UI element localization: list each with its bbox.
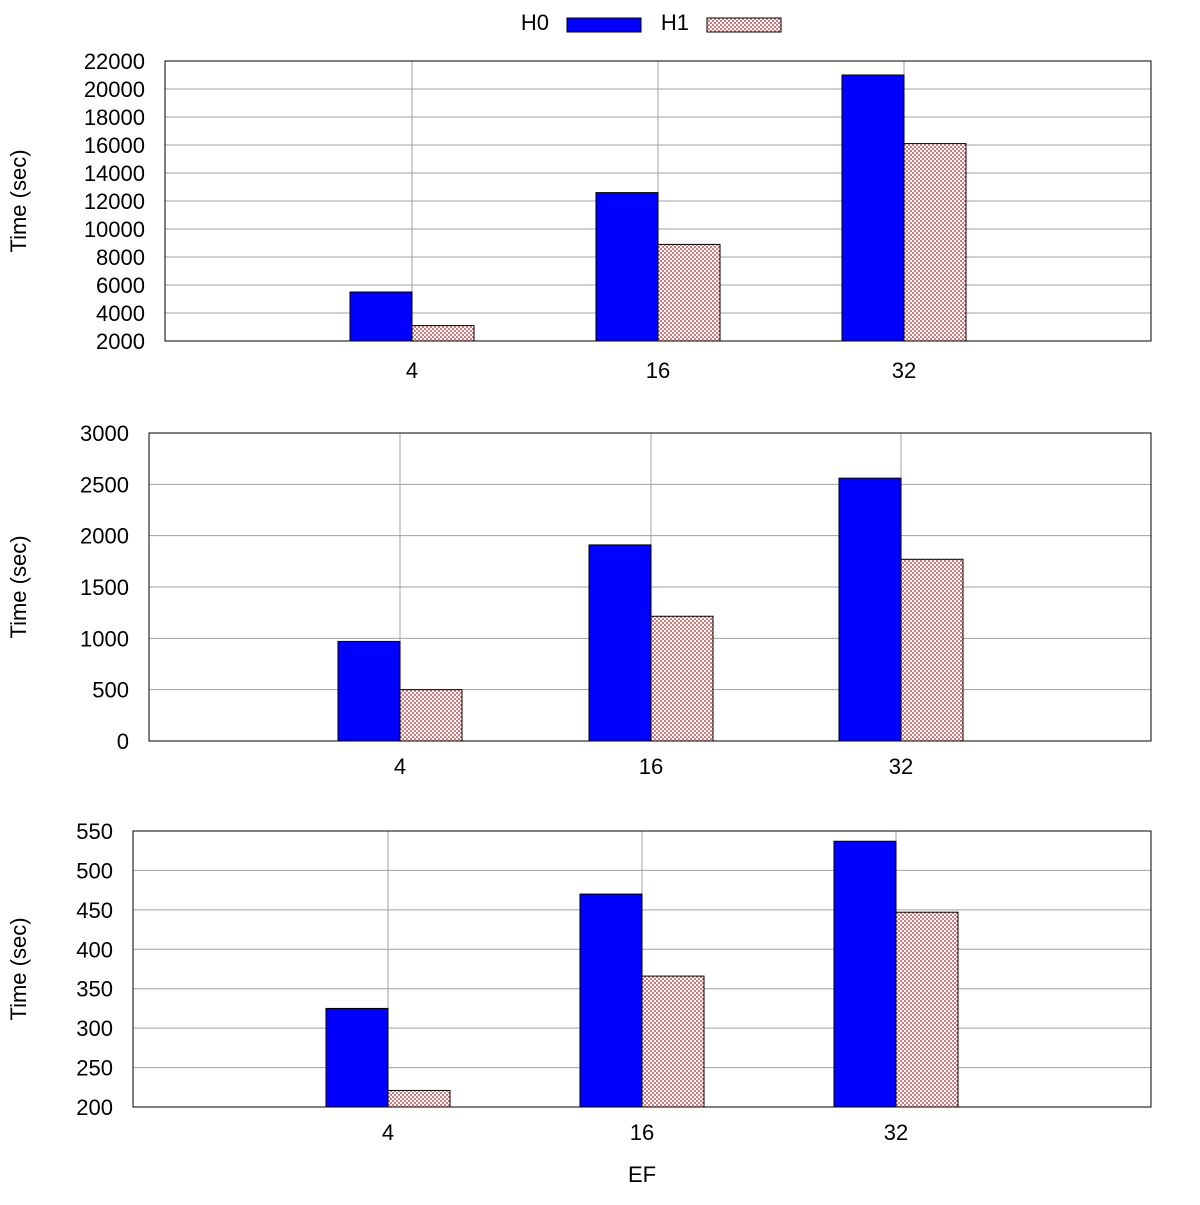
bar-h1-4 — [387, 1089, 451, 1108]
y-tick-label: 2500 — [80, 472, 129, 497]
bar-h1-32 — [903, 143, 967, 342]
x-tick-label: 4 — [406, 358, 418, 383]
y-tick-label: 16000 — [84, 133, 145, 158]
y-tick-label: 22000 — [84, 49, 145, 74]
legend-swatch-h1 — [706, 17, 782, 33]
legend-label-h1: H1 — [661, 10, 689, 35]
y-tick-label: 200 — [76, 1095, 113, 1120]
y-tick-label: 550 — [76, 819, 113, 844]
bar-h1-32 — [895, 911, 959, 1108]
bar-h1-16 — [641, 975, 705, 1108]
y-tick-label: 18000 — [84, 105, 145, 130]
y-tick-label: 3000 — [80, 421, 129, 446]
bar-h1-16 — [650, 615, 714, 742]
y-tick-label: 12000 — [84, 189, 145, 214]
y-tick-label: 300 — [76, 1016, 113, 1041]
x-tick-label: 32 — [889, 754, 913, 779]
legend-swatch-h0 — [566, 17, 642, 33]
bar-h0-16 — [579, 893, 643, 1108]
y-tick-label: 250 — [76, 1056, 113, 1081]
bar-h0-16 — [595, 192, 659, 342]
x-tick-label: 32 — [892, 358, 916, 383]
y-tick-label: 2000 — [80, 524, 129, 549]
x-tick-label: 4 — [382, 1120, 394, 1145]
bar-h1-32 — [900, 558, 964, 742]
plot-frame — [164, 60, 1152, 342]
y-tick-label: 0 — [117, 729, 129, 754]
bar-h0-4 — [349, 291, 413, 342]
chart-panel-1: 2000 4000 6000 8000 10000 12000 14000 16000 1800… — [6, 49, 1152, 383]
plot-frame — [148, 432, 1152, 742]
y-axis-label: Time (sec) — [6, 535, 31, 638]
y-axis-label: Time (sec) — [6, 917, 31, 1020]
y-axis-label: Time (sec) — [6, 149, 31, 252]
y-tick-label: 400 — [76, 937, 113, 962]
x-tick-label: 16 — [639, 754, 663, 779]
y-tick-label: 6000 — [96, 273, 145, 298]
x-tick-label: 4 — [394, 754, 406, 779]
bar-h0-32 — [838, 477, 902, 742]
bar-h0-32 — [833, 840, 897, 1108]
y-tick-label: 500 — [92, 678, 129, 703]
x-tick-label: 16 — [630, 1120, 654, 1145]
chart-panel-3: 200 250 300 350 400 450 500 550 4 16 32 Time (sec) — [6, 819, 1152, 1145]
y-tick-label: 10000 — [84, 217, 145, 242]
y-tick-label: 4000 — [96, 301, 145, 326]
x-tick-label: 16 — [646, 358, 670, 383]
bar-h1-16 — [657, 243, 721, 342]
x-tick-label: 32 — [884, 1120, 908, 1145]
chart-panel-2: 0 500 1000 1500 2000 2500 3000 4 16 32 Time (sec) — [6, 421, 1152, 779]
plot-frame — [132, 830, 1152, 1108]
bar-h0-4 — [337, 640, 401, 742]
x-axis-label: EF — [628, 1162, 656, 1187]
bar-h0-4 — [325, 1007, 389, 1108]
bar-h1-4 — [399, 689, 463, 742]
y-tick-label: 450 — [76, 898, 113, 923]
y-tick-label: 350 — [76, 977, 113, 1002]
legend: H0 H1 — [521, 10, 782, 35]
y-tick-label: 8000 — [96, 245, 145, 270]
bar-h0-16 — [588, 544, 652, 742]
legend-label-h0: H0 — [521, 10, 549, 35]
bar-h1-4 — [411, 325, 475, 342]
y-tick-label: 1000 — [80, 626, 129, 651]
y-tick-label: 20000 — [84, 77, 145, 102]
y-tick-label: 1500 — [80, 575, 129, 600]
y-tick-label: 500 — [76, 858, 113, 883]
y-tick-label: 2000 — [96, 329, 145, 354]
bar-h0-32 — [841, 74, 905, 342]
y-tick-label: 14000 — [84, 161, 145, 186]
